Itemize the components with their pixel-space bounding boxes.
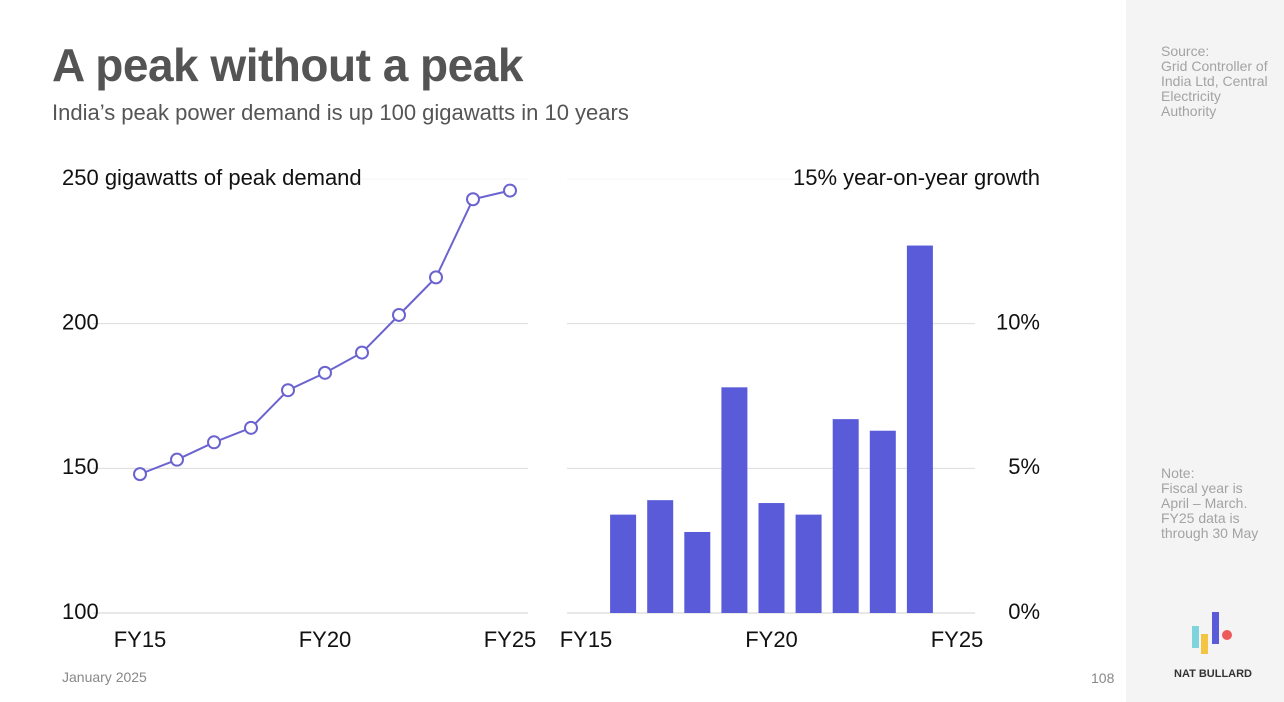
subtitle: India’s peak power demand is up 100 giga… xyxy=(52,100,629,125)
bar xyxy=(647,500,674,613)
y-tick-label: 10% xyxy=(996,309,1040,334)
bar xyxy=(610,514,637,613)
y-tick-label: 150 xyxy=(62,454,99,479)
bar xyxy=(832,419,859,613)
marker xyxy=(207,435,221,450)
source: Source: Grid Controller of India Ltd, Ce… xyxy=(1161,43,1268,119)
x-tick-label: FY20 xyxy=(299,627,352,652)
marker xyxy=(133,467,147,482)
page-number: 108 xyxy=(1091,670,1115,686)
brand: NAT BULLARD xyxy=(1174,668,1253,680)
y-tick-label: 15% year-on-year growth xyxy=(793,165,1040,190)
bar xyxy=(906,245,933,613)
bar xyxy=(684,531,711,613)
charts: 100 150 200 250 gigawatts of peak demand FY1… xyxy=(62,165,1040,652)
marker xyxy=(392,307,406,322)
marker xyxy=(244,420,258,435)
y-tick-label: 100 xyxy=(62,599,99,624)
marker xyxy=(429,270,443,285)
bar xyxy=(795,514,822,613)
marker xyxy=(318,365,332,380)
note: Note: Fiscal year is April – March. FY25… xyxy=(1161,465,1259,541)
marker xyxy=(355,345,369,360)
x-tick-label: FY15 xyxy=(114,627,167,652)
x-tick-label: FY20 xyxy=(745,627,798,652)
bar xyxy=(758,503,785,613)
title: A peak without a peak xyxy=(52,39,523,91)
footer-date: January 2025 xyxy=(62,669,147,685)
y-tick-label: 5% xyxy=(1008,454,1040,479)
marker xyxy=(466,192,480,207)
y-tick-label: 0% xyxy=(1008,599,1040,624)
bar xyxy=(869,430,896,613)
x-tick-label: FY15 xyxy=(560,627,613,652)
x-tick-label: FY25 xyxy=(484,627,537,652)
y-tick-label: 250 gigawatts of peak demand xyxy=(62,165,362,190)
marker xyxy=(503,183,517,198)
marker xyxy=(281,383,295,398)
line xyxy=(139,189,511,476)
bar xyxy=(721,387,748,613)
marker xyxy=(170,452,184,467)
sidebar: Source: Grid Controller of India Ltd, Ce… xyxy=(1126,0,1284,702)
y-tick-label: 200 xyxy=(62,309,99,334)
x-tick-label: FY25 xyxy=(931,627,984,652)
logo xyxy=(1192,612,1232,654)
